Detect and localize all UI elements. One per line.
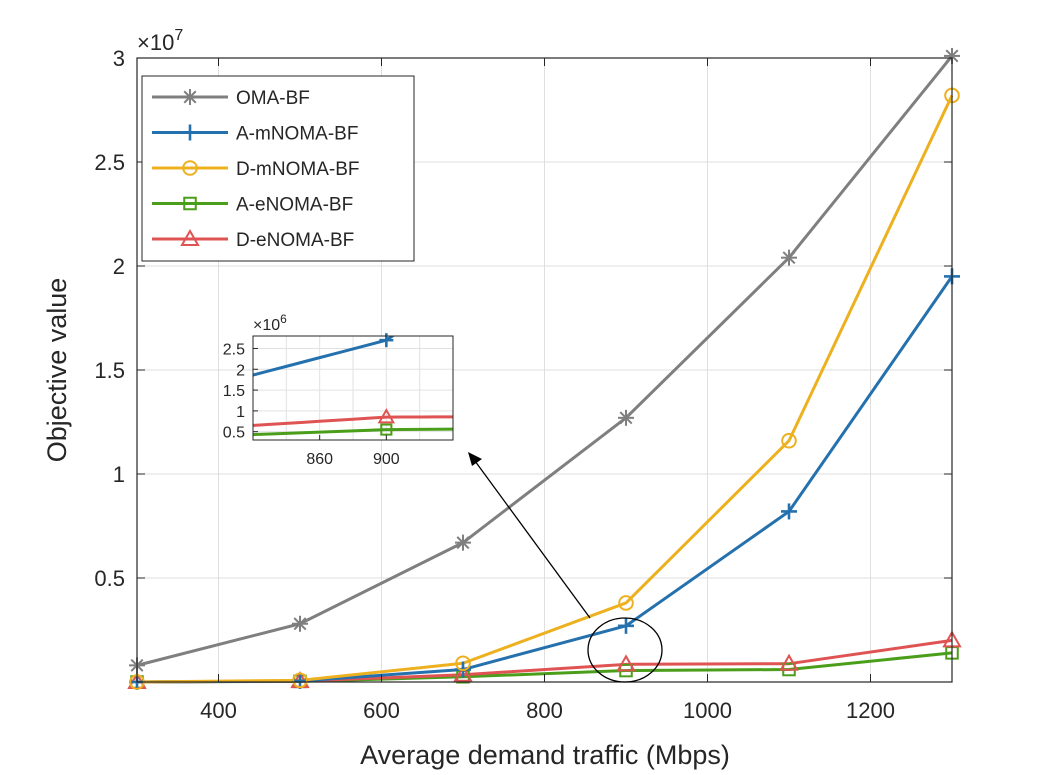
y-tick-label: 3 — [113, 46, 125, 71]
legend-label: A-eNOMA-BF — [236, 195, 353, 216]
inset-y-tick-label: 2.5 — [223, 341, 245, 358]
data-point-D-mNOMA-BF — [781, 432, 797, 449]
inset-exponent-label: ×106 — [253, 312, 287, 334]
series-line-OMA-BF — [136, 54, 954, 667]
legend: OMA-BF A-mNOMA-BF D-mNOMA-BF A-eNOMA-BF D-eN… — [141, 75, 415, 262]
inset-series-line-D-eNOMA-BF — [253, 415, 453, 427]
inset-ticks-layer: 860 900 0.5 1 1.5 2 2.5 — [223, 341, 400, 468]
data-point-D-mNOMA-BF — [292, 672, 308, 689]
legend-marker — [183, 196, 197, 211]
legend-marker — [182, 89, 198, 105]
data-point-D-mNOMA-BF — [618, 595, 634, 611]
y-tick-label: 0.5 — [94, 566, 125, 591]
y-tick-label: 1 — [113, 462, 125, 487]
data-point-OMA-BF — [292, 615, 308, 632]
inset-series-line-A-eNOMA-BF — [253, 427, 453, 437]
legend-entry: A-eNOMA-BF — [152, 195, 353, 216]
data-point-D-mNOMA-BF — [455, 655, 471, 672]
inset-data-point-A-eNOMA-BF — [380, 423, 393, 436]
legend-label: A-mNOMA-BF — [236, 124, 358, 145]
y-exponent: 7 — [174, 27, 183, 44]
zoom-arrow-line — [474, 460, 591, 619]
inset-x-tick-label: 860 — [306, 451, 333, 468]
x-tick-label: 1200 — [846, 698, 895, 723]
legend-entry: A-mNOMA-BF — [152, 124, 358, 145]
legend-marker — [182, 160, 198, 176]
legend-label: D-eNOMA-BF — [236, 230, 354, 251]
legend-entry: D-eNOMA-BF — [152, 228, 354, 251]
inset-series-layer — [253, 333, 453, 437]
data-point-D-eNOMA-BF — [779, 653, 799, 671]
legend-entry: D-mNOMA-BF — [152, 159, 359, 180]
y-axis-label: Objective value — [42, 278, 72, 463]
inset-x-tick-label: 900 — [373, 451, 400, 468]
inset-series-line-A-mNOMA-BF — [253, 336, 396, 377]
legend-marker — [182, 124, 198, 141]
legend-label: D-mNOMA-BF — [236, 159, 359, 180]
data-point-D-eNOMA-BF — [616, 654, 636, 672]
legend-marker — [180, 228, 200, 246]
data-point-OMA-BF — [618, 409, 634, 426]
inset-y-tick-label: 2 — [236, 362, 245, 379]
inset-data-point-D-eNOMA-BF — [377, 408, 396, 424]
inset-y-tick-label: 1.5 — [223, 383, 245, 400]
x-tick-label: 400 — [200, 698, 237, 723]
legend-label: OMA-BF — [236, 88, 310, 109]
ticks-layer: 400 600 800 1000 1200 0.5 1 1.5 2 2.5 3 — [94, 46, 952, 723]
y-tick-label: 2 — [113, 254, 125, 279]
series-line-D-mNOMA-BF — [136, 94, 954, 684]
y-tick-label: 2.5 — [94, 150, 125, 175]
inset-clipped — [253, 336, 453, 437]
data-point-OMA-BF — [781, 249, 797, 266]
data-point-A-mNOMA-BF — [618, 617, 634, 634]
zoom-arrow-head — [468, 452, 482, 466]
zoom-ellipse — [587, 617, 663, 683]
inset-y-tick-label: 0.5 — [223, 425, 245, 442]
y-exponent-label: ×107 — [137, 27, 183, 55]
y-tick-label: 1.5 — [94, 358, 125, 383]
x-tick-label: 600 — [363, 698, 400, 723]
x-axis-label: Average demand traffic (Mbps) — [360, 740, 730, 770]
legend-entry: OMA-BF — [152, 88, 310, 109]
data-point-D-eNOMA-BF — [453, 664, 473, 682]
data-point-OMA-BF — [455, 534, 471, 551]
inset-data-point-A-mNOMA-BF — [379, 333, 394, 348]
inset-exponent: 6 — [280, 312, 287, 326]
x-tick-label: 1000 — [683, 698, 732, 723]
data-point-A-mNOMA-BF — [781, 503, 797, 520]
inset-frame — [252, 335, 454, 441]
inset-y-tick-label: 1 — [236, 404, 245, 421]
x-tick-label: 800 — [526, 698, 563, 723]
